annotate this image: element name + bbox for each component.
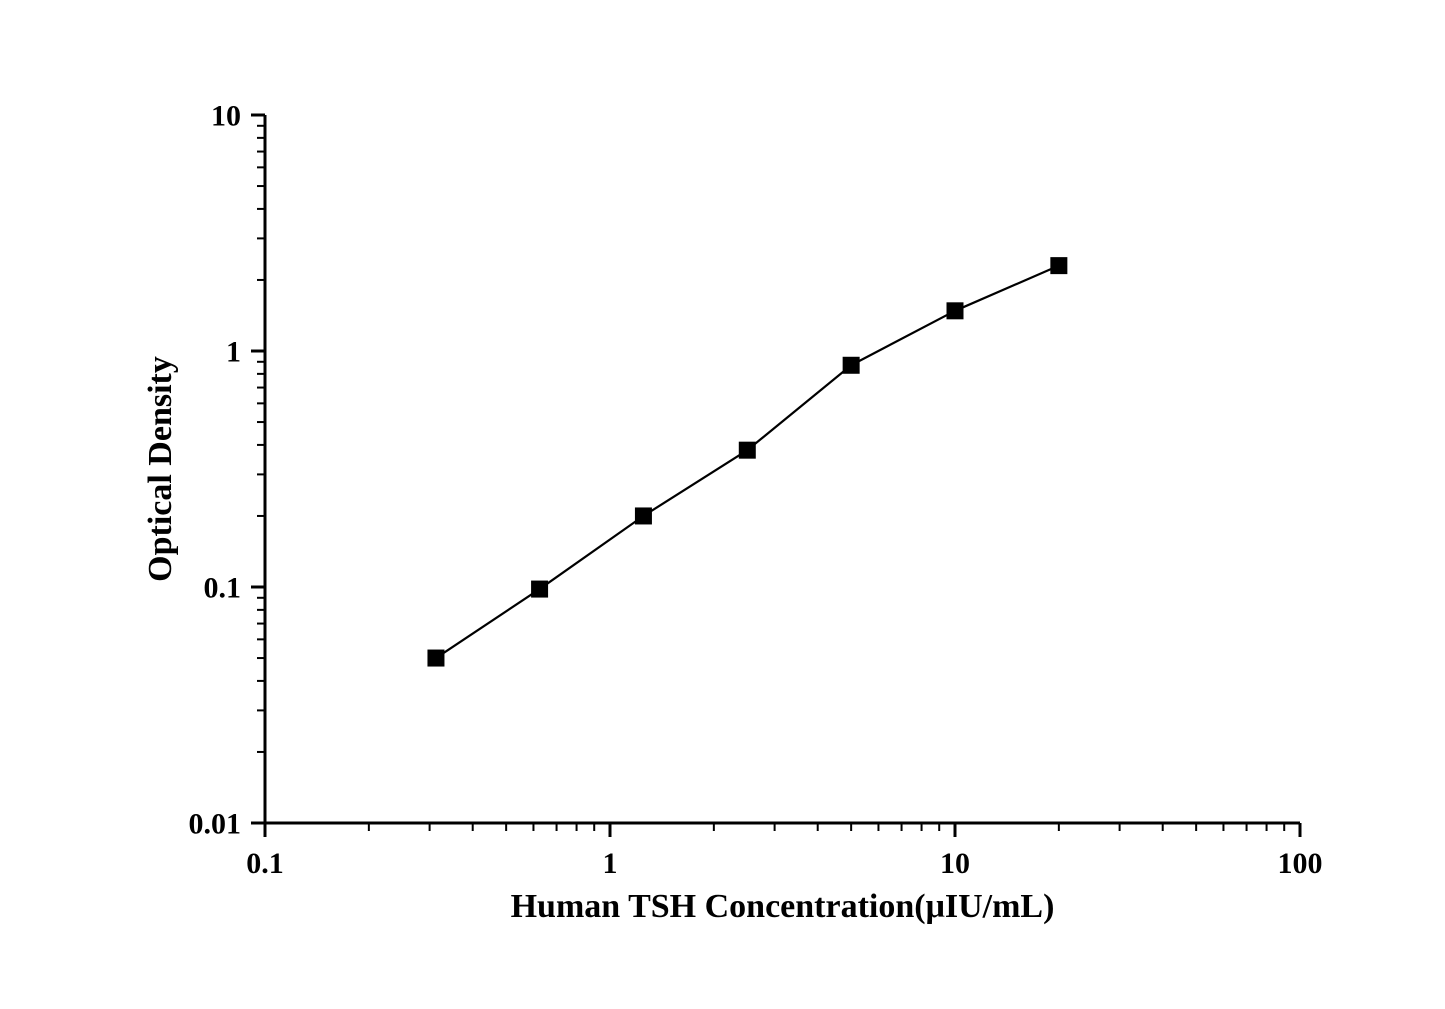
x-tick-label: 0.1 xyxy=(246,847,284,880)
chart-container: 0.11101000.010.1110Human TSH Concentrati… xyxy=(0,0,1445,1009)
data-marker xyxy=(1051,258,1067,274)
data-marker xyxy=(947,303,963,319)
data-marker xyxy=(532,581,548,597)
plot-background xyxy=(0,0,1445,1009)
y-tick-label: 10 xyxy=(211,100,241,133)
x-tick-label: 1 xyxy=(603,847,618,880)
x-tick-label: 100 xyxy=(1278,847,1323,880)
x-tick-label: 10 xyxy=(940,847,970,880)
y-tick-label: 0.01 xyxy=(189,808,242,841)
y-tick-label: 1 xyxy=(226,336,241,369)
y-tick-label: 0.1 xyxy=(204,572,242,605)
data-marker xyxy=(635,508,651,524)
data-marker xyxy=(843,357,859,373)
chart-svg: 0.11101000.010.1110Human TSH Concentrati… xyxy=(0,0,1445,1009)
x-axis-label: Human TSH Concentration(μIU/mL) xyxy=(511,888,1055,925)
data-marker xyxy=(739,442,755,458)
data-marker xyxy=(428,650,444,666)
y-axis-label: Optical Density xyxy=(142,356,179,582)
